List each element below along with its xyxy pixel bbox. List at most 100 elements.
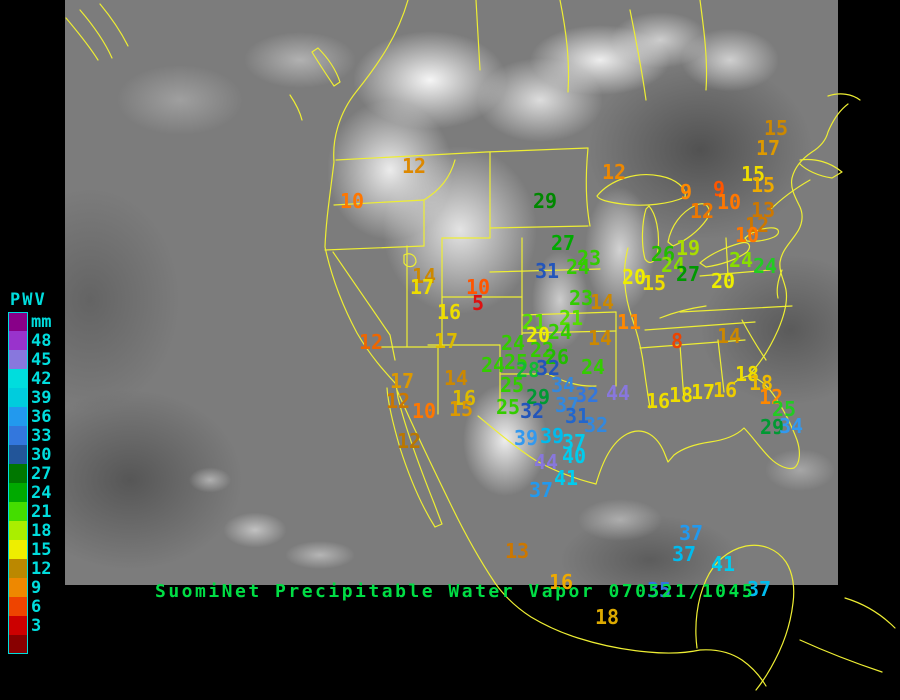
state-line-ky [659, 305, 707, 319]
colorbar-swatch [8, 616, 28, 635]
colorbar-tick-label: mm [31, 311, 52, 332]
station-pwv-value: 15 [763, 116, 789, 140]
colorbar-swatch [8, 369, 28, 388]
station-pwv-value: 14 [589, 290, 615, 314]
station-pwv-value: 25 [495, 395, 521, 419]
station-pwv-value: 18 [734, 362, 760, 386]
state-line-id-mt [423, 159, 456, 201]
haida-gwaii [289, 94, 303, 121]
nova-scotia [799, 158, 843, 179]
station-pwv-value: 12 [601, 160, 627, 184]
state-line-mn-west [585, 147, 591, 227]
station-pwv-value: 35 [646, 578, 672, 602]
station-pwv-value: 32 [519, 399, 545, 423]
state-line-tn-south [639, 339, 746, 349]
lake-ontario [744, 227, 780, 242]
colorbar-row: 9 [8, 578, 51, 598]
colorbar-tick-label: 30 [31, 444, 52, 465]
station-pwv-value: 39 [513, 426, 539, 450]
colorbar-row: 6 [8, 596, 51, 617]
station-pwv-value: 25 [771, 397, 797, 421]
station-pwv-value: 18 [748, 371, 774, 395]
station-pwv-value: 12 [744, 213, 770, 237]
coastline-pacific [324, 0, 443, 528]
colorbar-row: 27 [8, 464, 51, 484]
coastline-mexico-west [396, 389, 767, 687]
colorbar-tick-label: 33 [31, 425, 52, 446]
station-pwv-value: 12 [396, 429, 422, 453]
station-pwv-value: 10 [339, 189, 365, 213]
station-pwv-value: 29 [525, 385, 551, 409]
colorbar-swatch [8, 312, 28, 331]
station-pwv-value: 24 [565, 255, 591, 279]
station-pwv-value: 29 [532, 189, 558, 213]
station-pwv-value: 37 [678, 521, 704, 545]
colorbar-tick-label: 6 [31, 596, 42, 617]
station-pwv-value: 20 [710, 269, 736, 293]
station-pwv-value: 12 [358, 330, 384, 354]
coastline-gulf [595, 375, 800, 485]
station-pwv-value: 15 [740, 162, 766, 186]
colorbar-tick-label: 39 [31, 387, 52, 408]
state-line-va-nc [679, 305, 793, 313]
colorbar-tick-label: 48 [31, 330, 52, 351]
state-line-ga-al [717, 339, 725, 393]
station-pwv-value: 39 [539, 424, 565, 448]
station-pwv-value: 16 [645, 389, 671, 413]
coastline-yucatan [695, 544, 795, 691]
station-pwv-value: 12 [758, 385, 784, 409]
colorbar-title: PWV [10, 290, 47, 310]
station-pwv-value: 9 [712, 177, 726, 201]
colorbar-row: 30 [8, 444, 52, 465]
colorbar-row: 12 [8, 559, 51, 579]
station-pwv-value: 28 [515, 358, 541, 382]
station-pwv-value: 14 [716, 324, 742, 348]
station-pwv-value: 24 [580, 355, 606, 379]
colorbar-swatch [8, 331, 28, 350]
colorbar-tick-label: 21 [31, 501, 52, 522]
station-pwv-value: 37 [671, 542, 697, 566]
station-pwv-value: 10 [734, 223, 760, 247]
coastline-central-america [799, 639, 883, 673]
state-line-tn-north [644, 321, 756, 331]
station-pwv-value: 18 [594, 605, 620, 629]
station-pwv-value: 44 [605, 381, 631, 405]
station-pwv-value: 37 [746, 577, 772, 601]
station-pwv-value: 18 [668, 383, 694, 407]
station-pwv-value: 26 [650, 242, 676, 266]
station-pwv-value: 14 [411, 264, 437, 288]
colorbar-scale: mm 48 45 42 39 36 33 30 27 24 21 18 15 12 9 6 3 [8, 312, 51, 654]
station-pwv-value: 16 [548, 570, 574, 594]
colorbar-tick-label: 36 [31, 406, 52, 427]
station-pwv-value: 12 [401, 154, 427, 178]
station-pwv-value: 24 [547, 320, 573, 344]
state-line-ok-panhandle [499, 373, 597, 387]
us-canada-border [335, 147, 589, 161]
station-pwv-value: 32 [535, 356, 561, 380]
st-lawrence-river [769, 179, 811, 211]
station-pwv-value: 13 [750, 198, 776, 222]
station-pwv-value: 16 [436, 300, 462, 324]
station-pwv-value: 27 [550, 231, 576, 255]
colorbar-swatch [8, 445, 28, 464]
state-line-wa-or [333, 199, 425, 206]
station-pwv-value: 24 [752, 254, 778, 278]
colorbar-row: 42 [8, 369, 51, 389]
image-caption: SuomiNet Precipitable Water Vapor 070521… [155, 581, 756, 602]
colorbar-tick-label: 3 [31, 615, 42, 636]
state-line-nd-sd [489, 225, 589, 229]
colorbar-tick-label: 15 [31, 539, 52, 560]
lake-erie [699, 241, 751, 268]
state-line-sc-ga [741, 319, 767, 361]
province-line-4 [699, 0, 708, 91]
station-pwv-value: 17 [755, 136, 781, 160]
station-pwv-value: 32 [574, 383, 600, 407]
station-pwv-value: 17 [433, 329, 459, 353]
station-pwv-value: 34 [778, 414, 804, 438]
station-pwv-value: 25 [503, 350, 529, 374]
station-pwv-value: 19 [675, 236, 701, 260]
colorbar-row: 39 [8, 387, 52, 408]
alaska-panhandle-1 [65, 17, 99, 61]
station-pwv-value: 5 [471, 291, 485, 315]
